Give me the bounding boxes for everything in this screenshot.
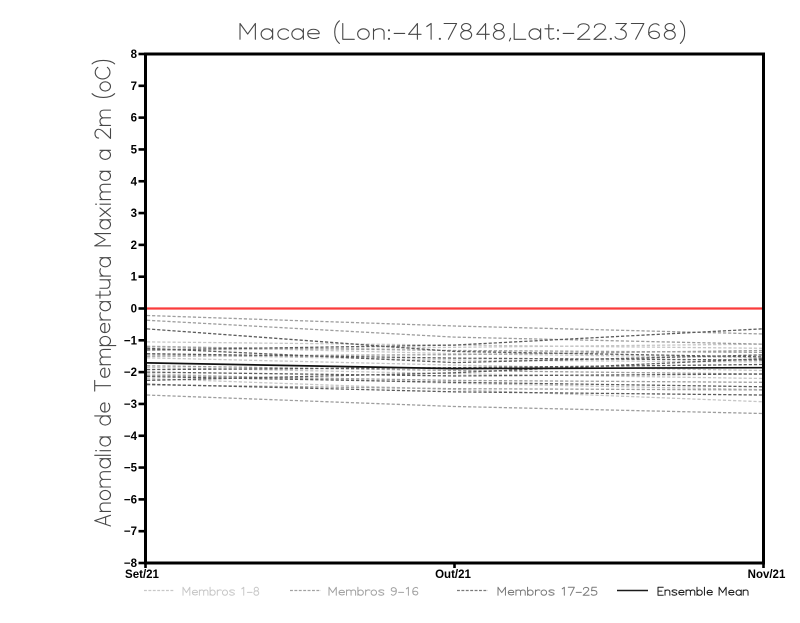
svg-text:−2: −2 xyxy=(124,367,137,379)
svg-text:6: 6 xyxy=(131,113,137,125)
svg-text:2: 2 xyxy=(131,240,137,252)
svg-text:4: 4 xyxy=(131,176,138,188)
svg-text:−8: −8 xyxy=(124,558,138,570)
svg-text:5: 5 xyxy=(131,144,138,156)
svg-text:−1: −1 xyxy=(124,335,138,347)
svg-text:8: 8 xyxy=(131,49,138,61)
svg-text:−4: −4 xyxy=(124,431,138,443)
svg-text:Out/21: Out/21 xyxy=(435,569,471,581)
svg-text:−7: −7 xyxy=(124,526,137,538)
svg-text:Set/21: Set/21 xyxy=(125,569,159,581)
svg-text:−5: −5 xyxy=(124,463,138,475)
svg-text:Nov/21: Nov/21 xyxy=(748,569,786,581)
svg-text:−3: −3 xyxy=(124,399,137,411)
svg-text:7: 7 xyxy=(131,81,137,93)
svg-text:0: 0 xyxy=(131,304,137,316)
svg-text:3: 3 xyxy=(131,208,137,220)
svg-text:1: 1 xyxy=(131,272,138,284)
svg-text:−6: −6 xyxy=(124,494,137,506)
